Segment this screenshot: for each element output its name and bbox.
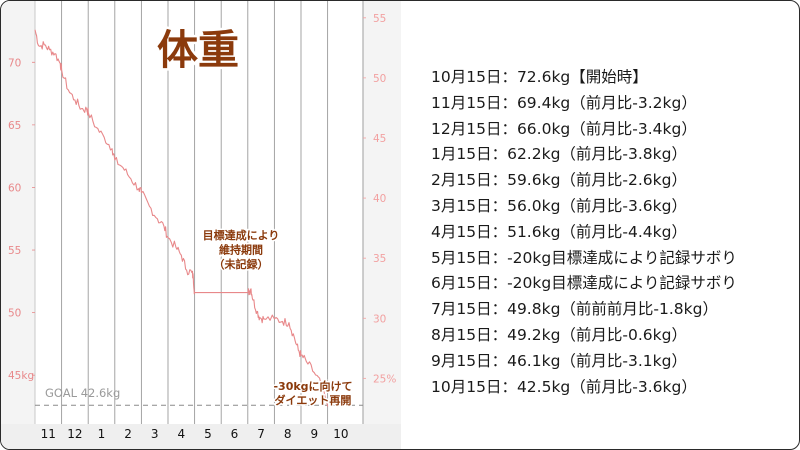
log-entry: 10月15日：42.5kg（前月比-3.6kg） bbox=[431, 377, 697, 396]
log-entry: 11月15日：69.4kg（前月比-3.2kg） bbox=[431, 93, 697, 112]
y-right-tick-label: 40 bbox=[373, 193, 386, 205]
x-tick-label: 3 bbox=[151, 427, 159, 441]
log-entry: 1月15日：62.2kg（前月比-3.8kg） bbox=[431, 145, 687, 164]
y-right-tick-label: 45 bbox=[373, 133, 386, 145]
weight-series-line bbox=[34, 29, 329, 407]
y-right-tick-label: 25% bbox=[373, 373, 396, 385]
restart-annotation-line: -30kgに向けて bbox=[273, 379, 352, 393]
pause-annotation-line: 維持期間 bbox=[219, 243, 263, 257]
log-entry: 12月15日：66.0kg（前月比-3.4kg） bbox=[431, 119, 697, 138]
y-left-tick-label: 55 bbox=[8, 245, 21, 257]
log-entry: 3月15日：56.0kg（前月比-3.6kg） bbox=[431, 196, 687, 215]
chart-title: 体重 bbox=[157, 26, 239, 74]
x-tick-label: 5 bbox=[204, 427, 212, 441]
y-left-tick-label: 70 bbox=[8, 57, 21, 69]
x-tick-label: 1 bbox=[98, 427, 106, 441]
y-right-tick-label: 55 bbox=[373, 13, 386, 25]
pause-annotation-line: （未記録） bbox=[214, 257, 269, 271]
y-left-tick-label: 50 bbox=[8, 308, 21, 320]
x-tick-label: 8 bbox=[284, 427, 292, 441]
log-entry: 8月15日：49.2kg（前月比-0.6kg） bbox=[431, 325, 687, 344]
y-right-tick-label: 50 bbox=[373, 73, 386, 85]
y-left-tick-label: 45kg bbox=[8, 370, 34, 382]
x-tick-label: 10 bbox=[333, 427, 348, 441]
pause-annotation-line: 目標達成により bbox=[203, 228, 280, 242]
x-axis-strip bbox=[1, 424, 401, 449]
x-tick-label: 12 bbox=[67, 427, 82, 441]
x-tick-label: 11 bbox=[41, 427, 56, 441]
x-tick-label: 6 bbox=[231, 427, 239, 441]
log-entry: 7月15日：49.8kg（前前前月比-1.8kg） bbox=[431, 300, 718, 319]
weight-log-list: 10月15日：72.6kg【開始時】 11月15日：69.4kg（前月比-3.2k… bbox=[431, 65, 791, 400]
log-entry: 4月15日：51.6kg（前月比-4.4kg） bbox=[431, 222, 687, 241]
x-tick-label: 9 bbox=[310, 427, 318, 441]
right-axis-strip bbox=[363, 1, 401, 424]
log-entry: 9月15日：46.1kg（前月比-3.1kg） bbox=[431, 351, 687, 370]
log-entry: 5月15日：-20kg目標達成により記録サボり bbox=[431, 248, 737, 267]
y-right-tick-label: 35 bbox=[373, 253, 386, 265]
log-entry: 2月15日：59.6kg（前月比-2.6kg） bbox=[431, 171, 687, 190]
y-left-tick-label: 60 bbox=[8, 182, 21, 194]
y-right-tick-label: 30 bbox=[373, 313, 386, 325]
restart-annotation-line: ダイエット再開 bbox=[275, 393, 352, 407]
log-entry: 10月15日：72.6kg【開始時】 bbox=[431, 68, 648, 86]
log-entry: 6月15日：-20kg目標達成により記録サボり bbox=[431, 274, 737, 293]
x-tick-label: 4 bbox=[177, 427, 185, 441]
x-tick-label: 2 bbox=[124, 427, 132, 441]
left-axis-strip bbox=[1, 1, 35, 424]
x-tick-label: 7 bbox=[257, 427, 265, 441]
weight-chart: 11 12 1 2 3 4 5 6 7 8 9 10706560555045kg55504540353… bbox=[1, 1, 401, 449]
y-left-tick-label: 65 bbox=[8, 120, 21, 132]
goal-label: GOAL 42.6kg bbox=[45, 386, 120, 400]
